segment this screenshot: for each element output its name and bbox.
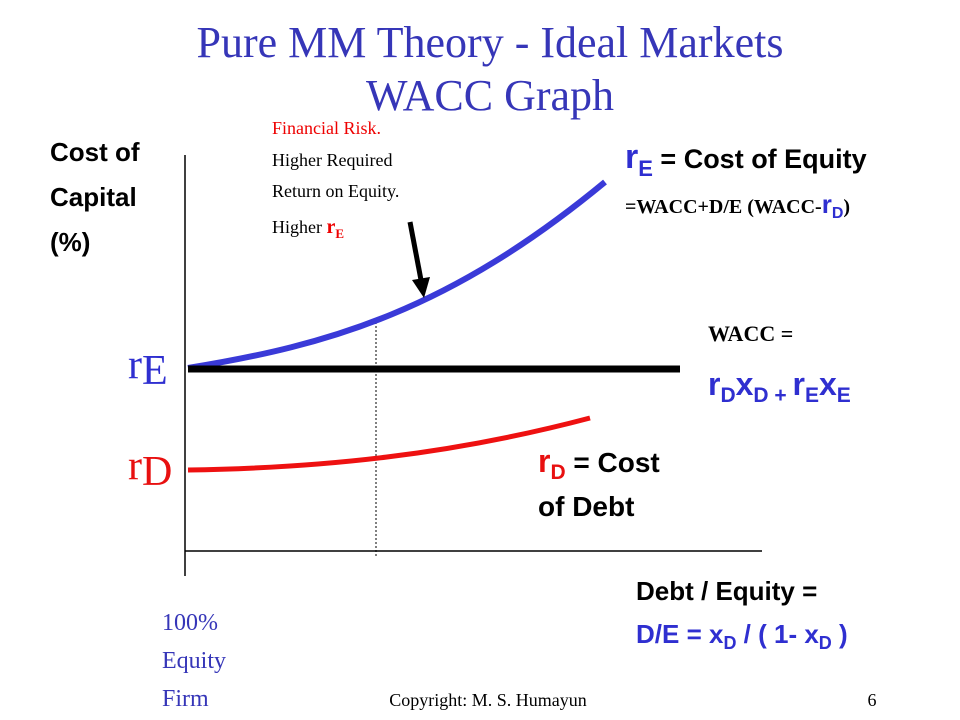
subscript: D <box>753 384 768 407</box>
x-axis-formula: D/E = xD / ( 1- xD ) <box>636 619 848 653</box>
title: WACC Graph <box>366 71 614 120</box>
origin-note: Equity <box>162 648 226 674</box>
title: Pure MM Theory - Ideal Markets <box>197 18 784 67</box>
equity-formula: =WACC+D/E (WACC-rD) <box>625 189 850 222</box>
annotation: Financial Risk. <box>272 118 381 138</box>
label-text: = Cost <box>566 447 660 478</box>
cost-of-equity-curve <box>187 179 607 371</box>
subscript: D <box>819 633 832 653</box>
subscript: D <box>832 205 844 222</box>
wacc-formula: rDxD + rExE <box>708 366 851 407</box>
formula-text: / ( 1- x <box>736 619 819 649</box>
cost-of-debt-curve <box>187 415 591 473</box>
origin-note: 100% <box>162 610 218 636</box>
debt-axis-label: rD <box>128 443 172 495</box>
arrow-head <box>412 277 430 298</box>
subscript: E <box>805 384 819 407</box>
symbol: r <box>538 443 550 479</box>
operator: + <box>769 384 793 407</box>
debt-label: rD = Cost <box>538 443 660 484</box>
origin-note: Firm <box>162 686 209 712</box>
annotation: Higher rE <box>272 216 344 241</box>
y-axis-label: Cost of <box>50 137 140 167</box>
label-text: = Cost of Equity <box>653 144 867 174</box>
y-axis-label: (%) <box>50 227 90 257</box>
annotation: Higher Required <box>272 150 392 170</box>
symbol: x <box>819 366 837 402</box>
subscript: D <box>550 461 565 484</box>
symbol: r <box>128 443 142 489</box>
formula-text: D/E = x <box>636 619 724 649</box>
equity-label: rE = Cost of Equity <box>625 138 867 181</box>
x-axis-label: Debt / Equity = <box>636 576 817 606</box>
y-axis-label: Capital <box>50 182 137 212</box>
subscript: E <box>638 156 653 181</box>
subscript: E <box>335 226 344 241</box>
subscript: D <box>723 633 736 653</box>
formula-text: ) <box>843 196 850 218</box>
symbol: x <box>736 366 754 402</box>
subscript: D <box>720 384 735 407</box>
page-number: 6 <box>868 690 877 710</box>
equity-axis-label: rE <box>128 342 168 394</box>
symbol: r <box>128 342 142 388</box>
symbol: r <box>326 216 335 238</box>
subscript: E <box>142 348 168 394</box>
footer-copyright: Copyright: M. S. Humayun <box>389 690 587 710</box>
formula-text: ) <box>832 619 848 649</box>
subscript: E <box>837 384 851 407</box>
annotation-text: Higher <box>272 217 326 237</box>
annotation: Return on Equity. <box>272 181 399 201</box>
symbol: r <box>822 189 832 219</box>
arrow <box>407 221 424 281</box>
formula-text: =WACC+D/E (WACC- <box>625 196 822 218</box>
wacc-label: WACC = <box>708 321 793 346</box>
symbol: r <box>708 366 720 402</box>
debt-label: of Debt <box>538 491 634 522</box>
subscript: D <box>142 449 172 495</box>
symbol: r <box>793 366 805 402</box>
symbol: r <box>625 138 638 176</box>
